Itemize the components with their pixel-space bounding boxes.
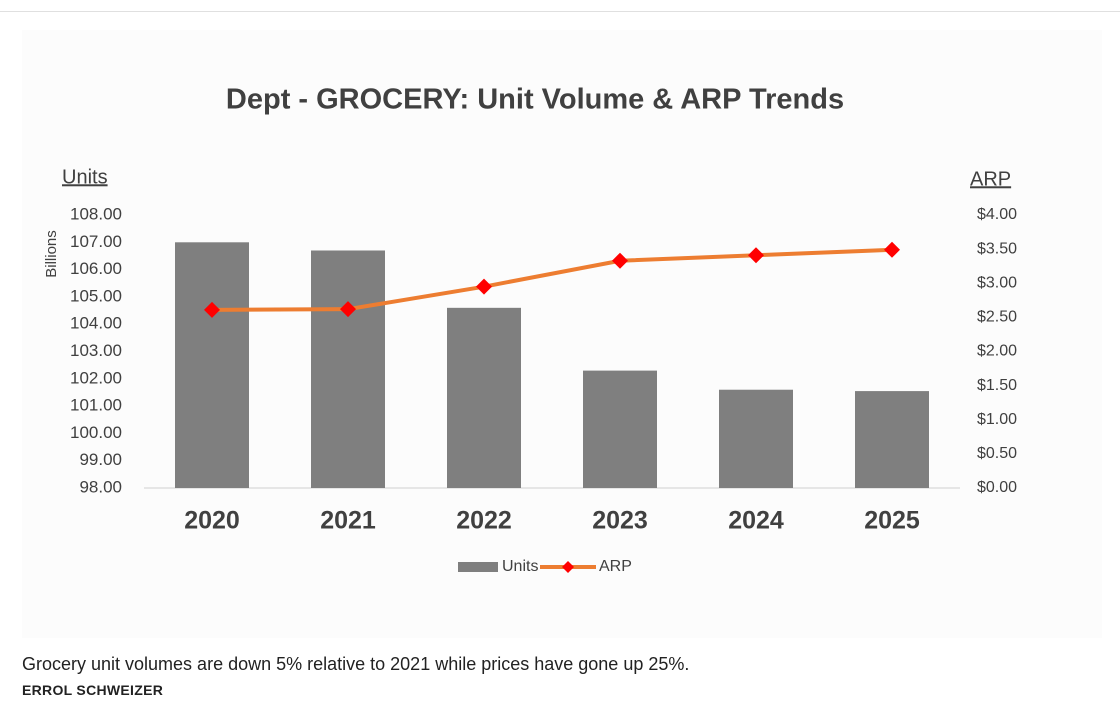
y-tick-label: 102.00: [70, 368, 122, 387]
y-axis-title: Units: [62, 166, 108, 188]
bar: [583, 370, 657, 488]
y-tick-label: 107.00: [70, 232, 122, 251]
bar: [855, 391, 929, 488]
y2-axis-title: ARP: [970, 168, 1011, 190]
x-tick-label: 2022: [456, 507, 512, 535]
x-tick-label: 2023: [592, 507, 648, 535]
y-tick-label: 104.00: [70, 314, 122, 333]
marker: [476, 278, 492, 295]
y-tick-label: 101.00: [70, 396, 122, 415]
credit: ERROL SCHWEIZER: [22, 682, 164, 698]
marker: [612, 252, 628, 269]
bar: [175, 242, 249, 488]
y2-tick-label: $2.00: [977, 343, 1017, 360]
y-tick-label: 99.00: [79, 450, 122, 469]
legend-label: Units: [502, 558, 538, 575]
caption: Grocery unit volumes are down 5% relativ…: [22, 654, 690, 674]
y-tick-label: 98.00: [79, 477, 122, 496]
line: [211, 247, 893, 312]
y-tick-label: 106.00: [70, 259, 122, 278]
chart-title: Dept - GROCERY: Unit Volume & ARP Trends: [226, 84, 844, 116]
y2-tick-label: $0.00: [977, 479, 1017, 496]
marker: [340, 301, 356, 318]
bar: [311, 250, 385, 488]
legend-marker: [562, 561, 574, 573]
legend-swatch: [458, 562, 498, 572]
x-tick-label: 2024: [728, 507, 784, 535]
marker: [748, 247, 764, 264]
y2-tick-label: $2.50: [977, 309, 1017, 326]
y-tick-label: 103.00: [70, 341, 122, 360]
y-tick-label: 100.00: [70, 423, 122, 442]
x-tick-label: 2020: [184, 507, 240, 535]
marker: [204, 301, 220, 318]
y2-tick-label: $1.50: [977, 377, 1017, 394]
bar: [447, 307, 521, 488]
bar: [719, 389, 793, 488]
divider: [0, 11, 1120, 12]
y2-tick-label: $3.50: [977, 240, 1017, 257]
y-tick-label: 105.00: [70, 286, 122, 305]
y-tick-label: 108.00: [70, 204, 122, 223]
marker: [884, 241, 900, 258]
y2-tick-label: $0.50: [977, 445, 1017, 462]
y2-tick-label: $1.00: [977, 411, 1017, 428]
y2-tick-label: $4.00: [977, 206, 1017, 223]
legend-label: ARP: [599, 558, 632, 575]
y2-tick-label: $3.00: [977, 274, 1017, 291]
x-tick-label: 2021: [320, 507, 376, 535]
y-axis-unit: Billions: [43, 230, 60, 278]
x-tick-label: 2025: [864, 507, 920, 535]
